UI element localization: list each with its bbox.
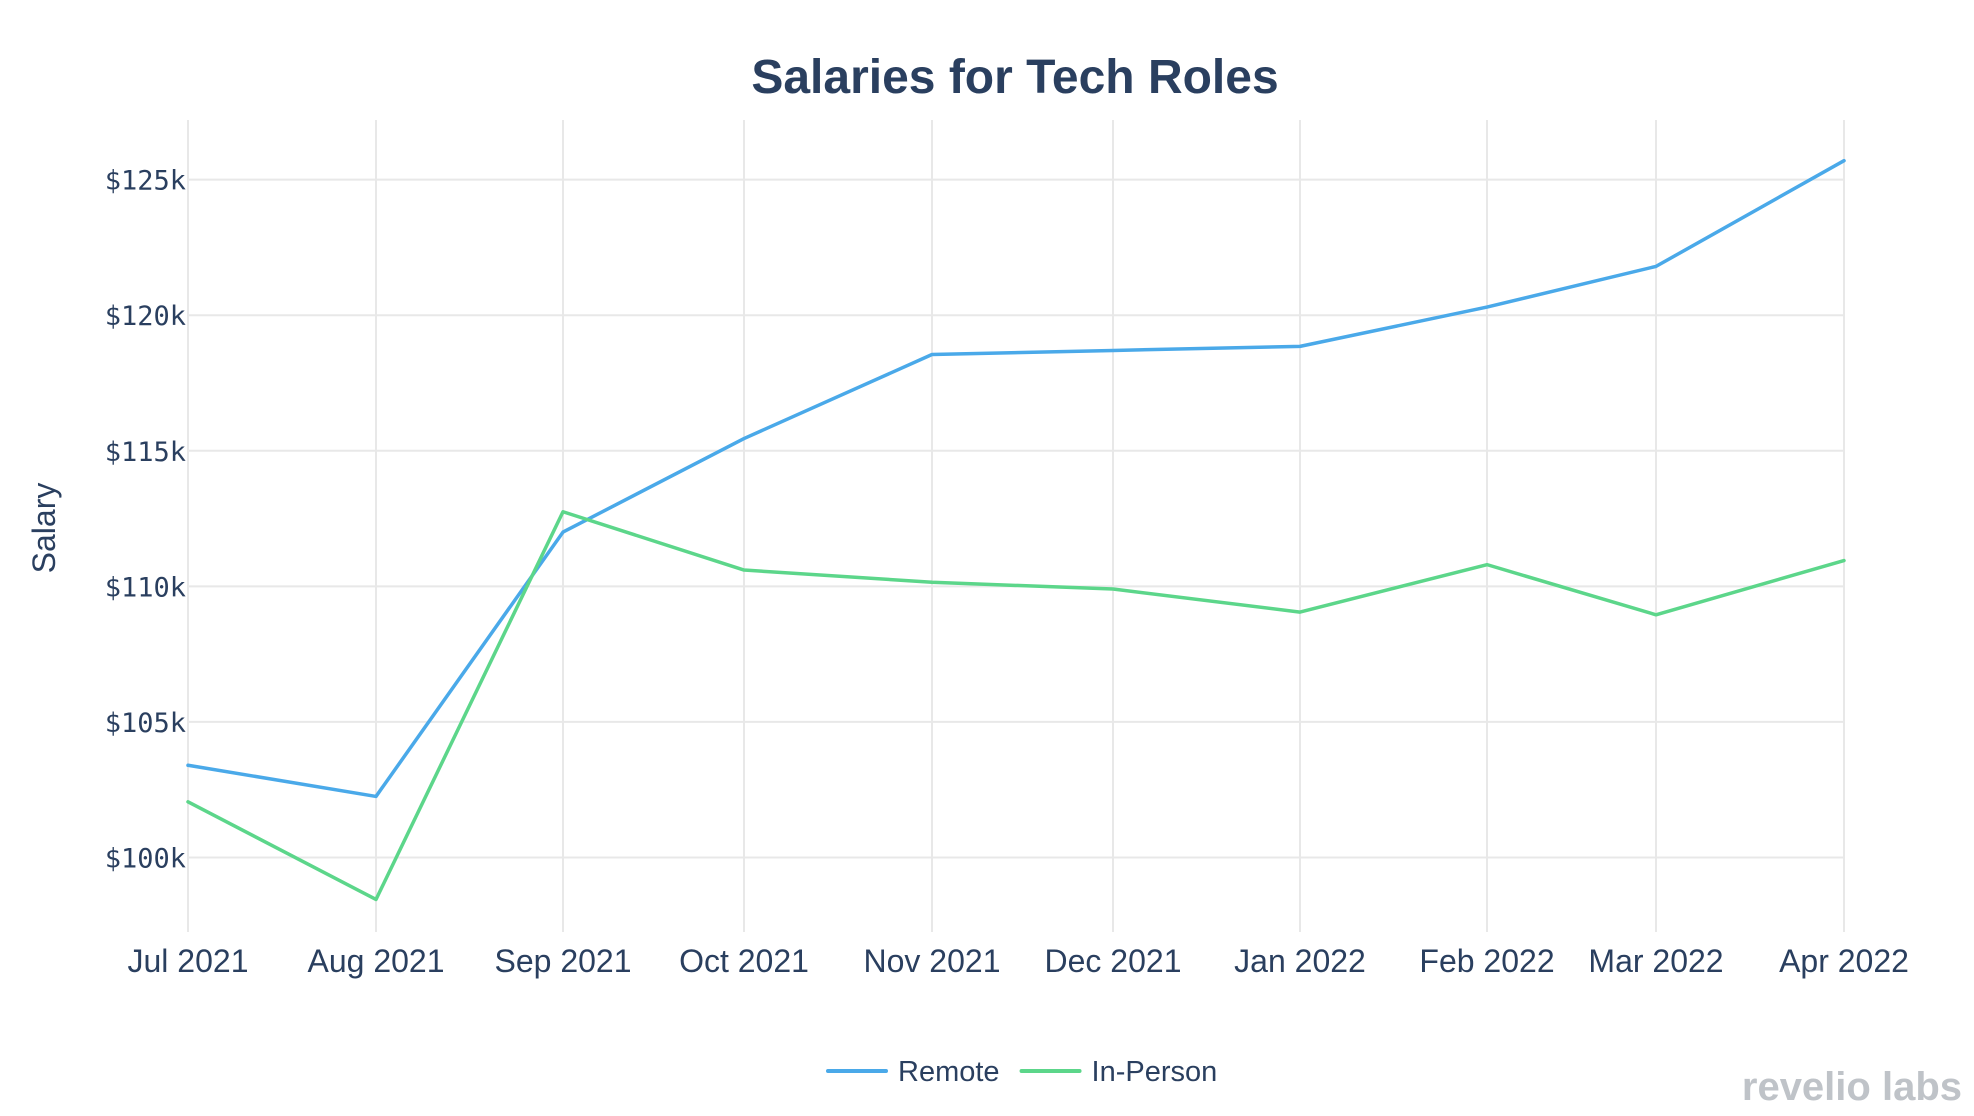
legend-label: In-Person [1092,1056,1218,1088]
y-tick-label: $115k [105,437,186,468]
legend-label: Remote [898,1056,1000,1088]
series-line-remote [186,158,1846,799]
legend-item-remote[interactable]: Remote [826,1056,1000,1088]
x-tick-label: Mar 2022 [1588,943,1723,979]
x-tick-label: Jul 2021 [128,943,249,979]
gridlines [187,120,1845,932]
x-tick-label: Feb 2022 [1419,943,1554,979]
series-lines [186,158,1846,902]
x-tick-label: Aug 2021 [307,943,444,979]
y-axis-ticks: $100k $105k $110k $115k $120k $125k [105,166,186,875]
x-tick-label: Jan 2022 [1234,943,1366,979]
x-tick-label: Oct 2021 [679,943,809,979]
y-tick-label: $100k [105,843,186,874]
legend-item-in-person[interactable]: In-Person [1019,1056,1218,1088]
legend: Remote In-Person [826,1056,1218,1088]
y-tick-label: $125k [105,166,186,197]
x-tick-label: Sep 2021 [494,943,631,979]
x-axis-ticks: Jul 2021 Aug 2021 Sep 2021 Oct 2021 Nov 2021… [128,943,1909,979]
y-tick-label: $110k [105,572,186,603]
x-tick-label: Nov 2021 [864,943,1001,979]
x-tick-label: Dec 2021 [1045,943,1182,979]
chart-title: Salaries for Tech Roles [751,51,1278,104]
x-tick-label: Apr 2022 [1779,943,1909,979]
y-tick-label: $105k [105,708,186,739]
revelio-labs-watermark: revelio labs [1742,1065,1962,1109]
series-line-in-person [186,510,1846,902]
y-tick-label: $120k [105,301,186,332]
y-axis-label: Salary [26,483,62,574]
